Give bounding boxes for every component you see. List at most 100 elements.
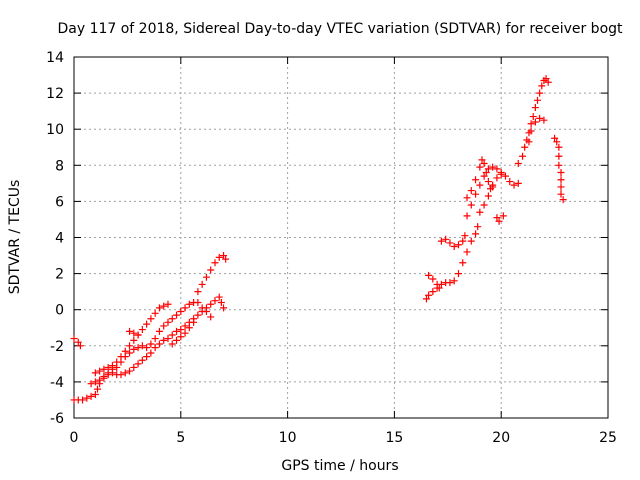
data-point — [185, 300, 193, 308]
data-point — [121, 369, 129, 377]
y-tick-label: 8 — [55, 158, 64, 174]
data-point — [425, 291, 433, 299]
data-point — [557, 176, 565, 184]
data-point — [181, 329, 189, 337]
data-point — [100, 365, 108, 373]
data-point — [540, 116, 548, 124]
data-point — [476, 163, 484, 171]
data-point — [194, 311, 202, 319]
data-point — [134, 344, 142, 352]
data-point — [450, 277, 458, 285]
data-point — [108, 362, 116, 370]
data-point — [484, 192, 492, 200]
data-point — [177, 308, 185, 316]
x-tick-label: 25 — [599, 430, 617, 446]
data-point — [425, 271, 433, 279]
data-point — [160, 302, 168, 310]
data-point — [429, 275, 437, 283]
data-point — [113, 358, 121, 366]
data-point — [173, 327, 181, 335]
y-tick-label: 10 — [46, 122, 64, 138]
y-tick-label: -4 — [50, 375, 64, 391]
x-tick-label: 0 — [70, 430, 79, 446]
data-point — [87, 392, 95, 400]
data-point — [446, 279, 454, 287]
data-point — [177, 326, 185, 334]
data-point — [91, 378, 99, 386]
data-point — [155, 304, 163, 312]
data-point — [194, 288, 202, 296]
data-point — [493, 174, 501, 182]
data-point — [559, 196, 567, 204]
data-point — [215, 293, 223, 301]
data-point — [461, 232, 469, 240]
data-point — [534, 96, 542, 104]
data-point — [510, 181, 518, 189]
data-point — [76, 342, 84, 350]
x-tick-label: 20 — [492, 430, 510, 446]
data-point — [155, 327, 163, 335]
data-point — [91, 391, 99, 399]
data-point — [134, 360, 142, 368]
data-point — [467, 237, 475, 245]
data-point — [138, 356, 146, 364]
data-point — [429, 288, 437, 296]
x-tick-labels: 0 5 10 15 20 25 — [70, 430, 617, 446]
data-point — [207, 300, 215, 308]
data-point — [207, 266, 215, 274]
y-tick-label: 0 — [55, 303, 64, 319]
data-point — [202, 273, 210, 281]
data-point — [480, 172, 488, 180]
data-point — [478, 156, 486, 164]
data-point — [557, 190, 565, 198]
data-point — [96, 367, 104, 375]
data-point — [446, 239, 454, 247]
data-point — [160, 336, 168, 344]
data-point — [497, 170, 505, 178]
data-point — [480, 159, 488, 167]
data-point — [529, 113, 537, 121]
data-point — [190, 318, 198, 326]
data-point — [83, 394, 91, 402]
data-point — [555, 143, 563, 151]
grid-lines — [74, 57, 608, 418]
data-point — [173, 311, 181, 319]
data-point — [74, 338, 82, 346]
data-point — [482, 169, 490, 177]
data-point — [147, 340, 155, 348]
data-point — [472, 176, 480, 184]
x-tick-label: 5 — [176, 430, 185, 446]
data-point — [551, 134, 559, 142]
data-point — [544, 78, 552, 86]
data-point — [117, 353, 125, 361]
data-point — [151, 335, 159, 343]
data-point — [501, 172, 509, 180]
data-point — [422, 295, 430, 303]
data-point — [437, 237, 445, 245]
data-point — [177, 333, 185, 341]
data-point — [476, 181, 484, 189]
y-tick-label: -6 — [50, 411, 64, 427]
data-point — [198, 280, 206, 288]
data-point — [211, 297, 219, 305]
data-point — [531, 118, 539, 126]
data-point — [222, 255, 230, 263]
data-points — [70, 75, 567, 404]
data-point — [104, 363, 112, 371]
data-point — [168, 340, 176, 348]
data-point — [151, 309, 159, 317]
data-point — [557, 169, 565, 177]
data-point — [450, 243, 458, 251]
data-point — [217, 298, 225, 306]
data-point — [100, 372, 108, 380]
y-axis-label: SDTVAR / TECUs — [7, 180, 23, 295]
data-point — [168, 331, 176, 339]
axis-ticks — [73, 56, 609, 419]
data-point — [484, 178, 492, 186]
data-point — [168, 315, 176, 323]
data-point — [527, 127, 535, 135]
chart-title: Day 117 of 2018, Sidereal Day-to-day VTE… — [57, 21, 623, 37]
data-point — [211, 259, 219, 267]
data-point — [459, 237, 467, 245]
